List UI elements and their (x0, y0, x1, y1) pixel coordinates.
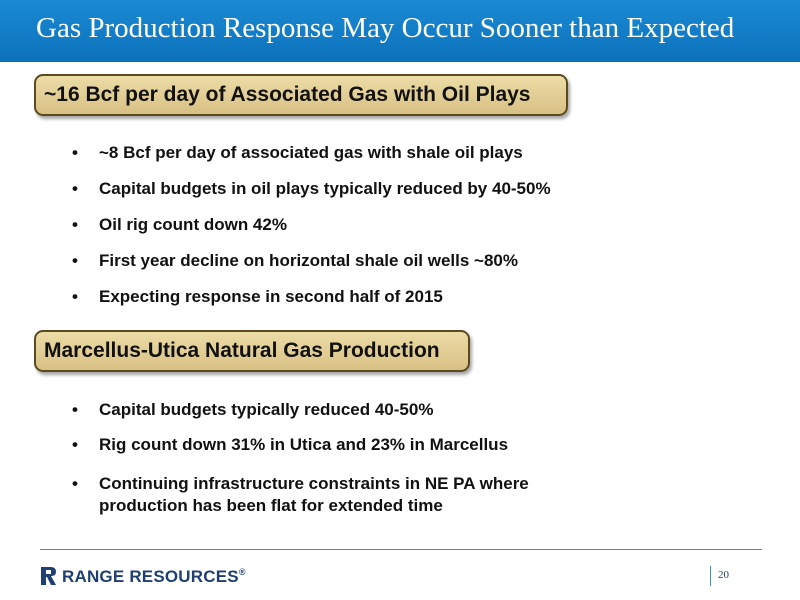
bullet-icon: • (72, 287, 78, 306)
section-heading-associated-gas: ~16 Bcf per day of Associated Gas with O… (34, 74, 568, 116)
bullet-icon: • (72, 179, 78, 198)
list-item-text: Continuing infrastructure constraints in… (99, 474, 529, 515)
list-item-text: First year decline on horizontal shale o… (99, 251, 518, 270)
section-heading-text: ~16 Bcf per day of Associated Gas with O… (44, 83, 531, 106)
slide-title: Gas Production Response May Occur Sooner… (36, 12, 735, 44)
list-item-text: Expecting response in second half of 201… (99, 287, 443, 306)
footer-divider (40, 549, 762, 550)
bullet-icon: • (72, 400, 78, 419)
bullet-icon: • (72, 251, 78, 270)
section-heading-marcellus-utica: Marcellus-Utica Natural Gas Production (34, 330, 470, 372)
page-number-divider (710, 566, 711, 586)
bullet-icon: • (72, 143, 78, 162)
section-heading-text: Marcellus-Utica Natural Gas Production (44, 339, 440, 362)
logo-mark-icon (41, 567, 56, 585)
list-item-text: Capital budgets in oil plays typically r… (99, 179, 551, 198)
list-item-text: Capital budgets typically reduced 40-50% (99, 400, 434, 419)
logo-text: RANGE RESOURCES® (62, 567, 246, 586)
bullet-icon: • (72, 435, 78, 454)
bullet-icon: • (72, 215, 78, 234)
list-item-text: ~8 Bcf per day of associated gas with sh… (99, 143, 523, 162)
bullet-icon: • (72, 474, 78, 493)
title-bar: Gas Production Response May Occur Sooner… (0, 0, 800, 62)
list-item-text: Oil rig count down 42% (99, 215, 287, 234)
page-number: 20 (718, 569, 729, 581)
list-item-text: Rig count down 31% in Utica and 23% in M… (99, 435, 509, 454)
